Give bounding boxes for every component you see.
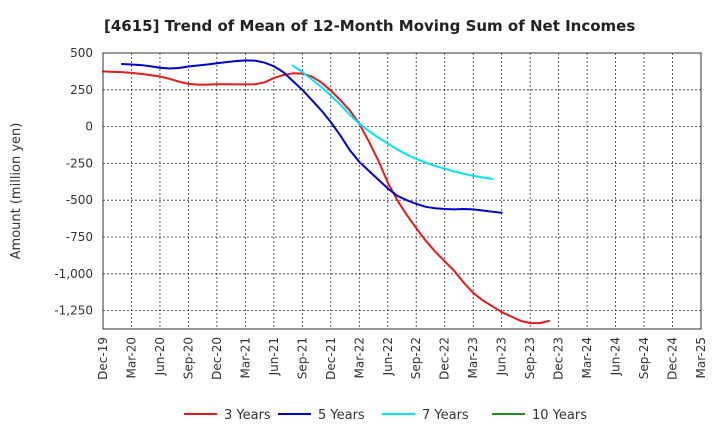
x-tick-label: Jun-22 <box>381 337 395 376</box>
x-tick-label: Dec-22 <box>438 337 452 380</box>
x-tick-label: Sep-21 <box>295 337 309 379</box>
chart-title: [4615] Trend of Mean of 12-Month Moving … <box>104 17 635 35</box>
x-tick-label: Dec-20 <box>210 337 224 380</box>
x-tick-label: Sep-23 <box>523 337 537 379</box>
y-axis-label: Amount (million yen) <box>9 123 24 260</box>
y-tick-label: -1,000 <box>54 267 93 281</box>
y-tick-label: -500 <box>66 193 93 207</box>
series-line-3-years <box>102 70 551 325</box>
x-tick-label: Dec-19 <box>96 337 110 380</box>
x-tick-label: Mar-20 <box>124 337 138 378</box>
x-tick-label: Sep-22 <box>409 337 423 379</box>
x-tick-label: Dec-21 <box>324 337 338 380</box>
y-tick-label: -1,250 <box>54 304 93 318</box>
x-tick-label: Jun-24 <box>609 337 623 376</box>
series-layer <box>102 59 551 325</box>
x-tick-label: Mar-25 <box>694 337 708 378</box>
y-tick-label: -750 <box>66 230 93 244</box>
series-line-5-years <box>120 59 503 214</box>
x-tick-label: Jun-20 <box>153 337 167 376</box>
plot-frame <box>102 52 702 330</box>
series-line-7-years <box>291 64 494 180</box>
legend-label-5-years: 5 Years <box>318 408 365 423</box>
legend-label-10-years: 10 Years <box>532 408 587 423</box>
x-tick-label: Jun-21 <box>267 337 281 376</box>
x-tick-label: Dec-23 <box>552 337 566 380</box>
y-tick-label: 500 <box>70 46 93 60</box>
x-tick-label: Sep-20 <box>181 337 195 379</box>
x-axis: Dec-19 Mar-20 Jun-20 Sep-20 Dec-20 Mar-21 Jun-… <box>96 337 708 380</box>
x-tick-label: Jun-23 <box>495 337 509 376</box>
x-tick-label: Sep-24 <box>637 337 651 379</box>
x-tick-label: Mar-21 <box>238 337 252 378</box>
y-tick-label: -250 <box>66 156 93 170</box>
x-tick-label: Mar-24 <box>580 337 594 378</box>
y-tick-label: 250 <box>70 83 93 97</box>
x-tick-label: Mar-22 <box>352 337 366 378</box>
y-axis: 500 250 0 -250 -500 -750 -1,000 -1,250 <box>54 46 93 318</box>
legend: 3 Years 5 Years 7 Years 10 Years <box>184 408 587 423</box>
legend-label-3-years: 3 Years <box>224 408 271 423</box>
x-tick-label: Dec-24 <box>666 337 680 380</box>
legend-label-7-years: 7 Years <box>422 408 469 423</box>
grid-layer <box>103 52 701 329</box>
y-tick-label: 0 <box>85 120 93 134</box>
x-tick-label: Mar-23 <box>466 337 480 378</box>
